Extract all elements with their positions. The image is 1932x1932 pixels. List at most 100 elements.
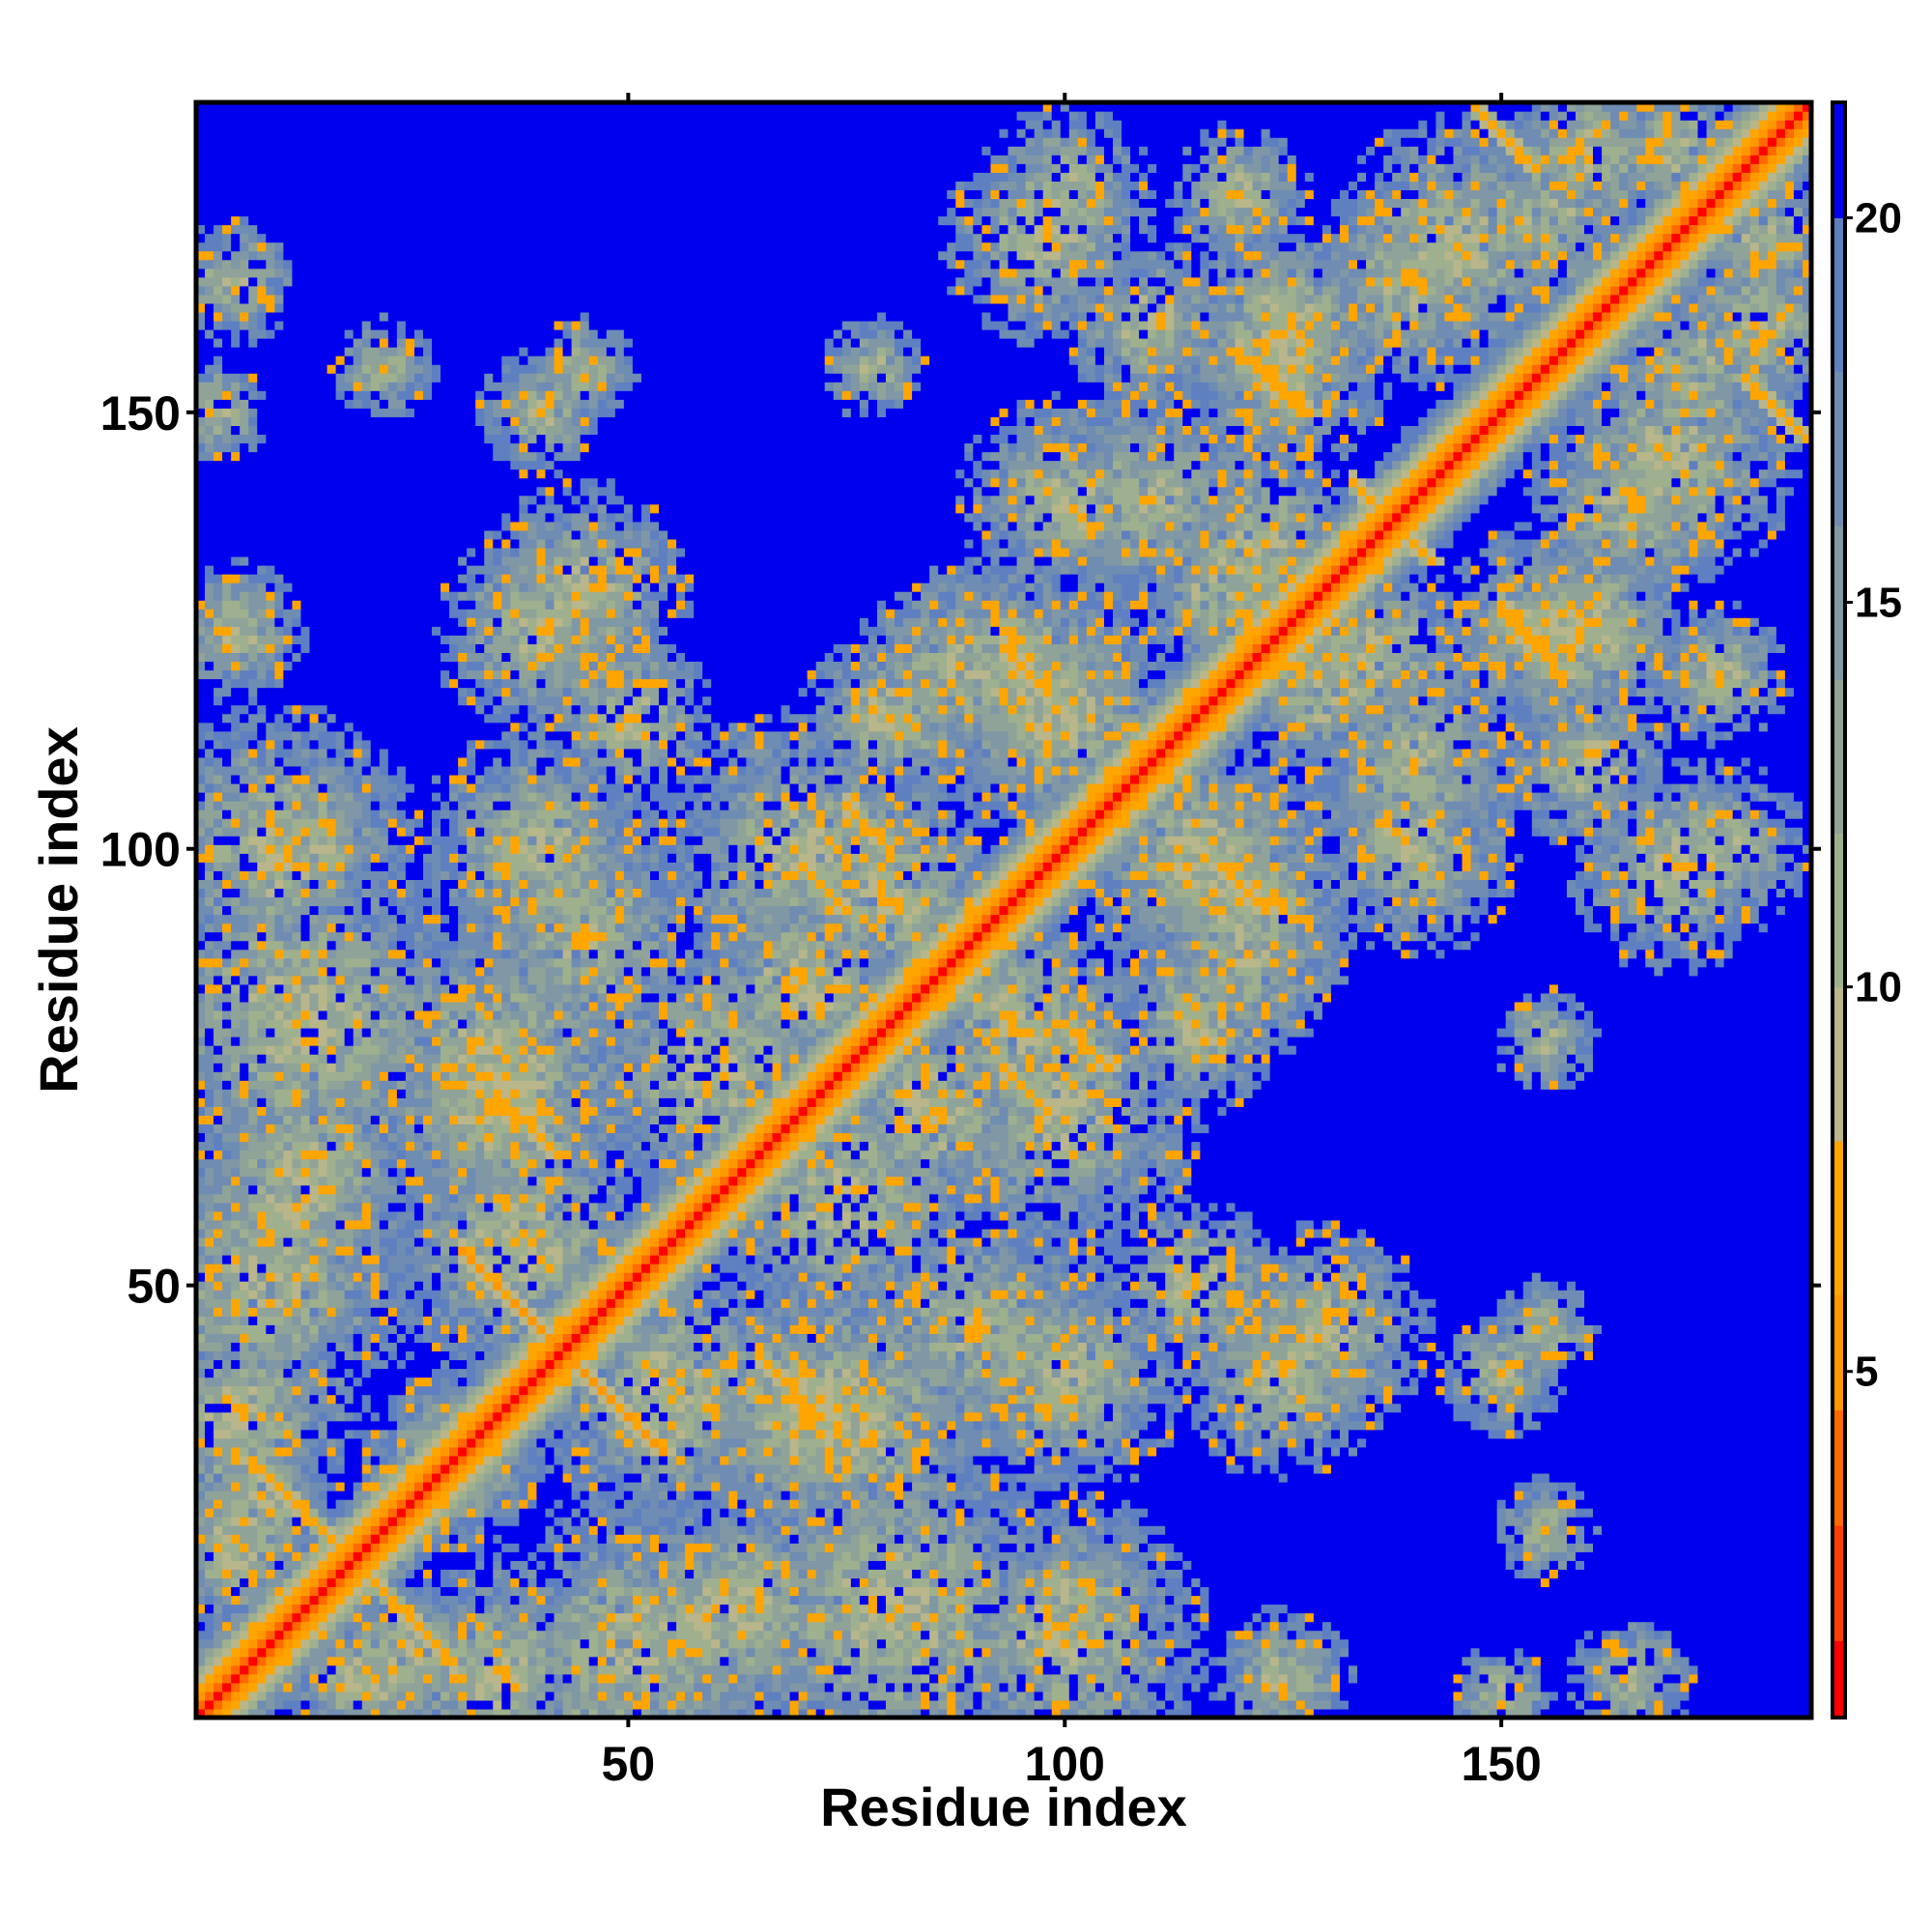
heatmap-cell xyxy=(929,1455,948,1465)
heatmap-cell xyxy=(728,1638,747,1649)
heatmap-cell xyxy=(536,1429,555,1439)
heatmap-cell xyxy=(1025,1333,1044,1343)
heatmap-cell xyxy=(649,1699,660,1710)
heatmap-cell xyxy=(903,1499,922,1509)
heatmap-cell xyxy=(1479,1316,1498,1325)
heatmap-cell xyxy=(1496,1342,1507,1352)
heatmap-cell xyxy=(458,1612,468,1623)
heatmap-cell xyxy=(1593,1350,1812,1361)
heatmap-cell xyxy=(519,1463,538,1474)
heatmap-cell xyxy=(1156,1342,1166,1352)
heatmap-cell xyxy=(335,1569,346,1578)
heatmap-cell xyxy=(1295,1437,1306,1448)
heatmap-cell xyxy=(274,1446,294,1457)
heatmap-cell xyxy=(1016,1708,1027,1719)
heatmap-cell xyxy=(344,1534,355,1544)
heatmap-cell xyxy=(501,1491,511,1500)
heatmap-cell xyxy=(422,1307,433,1317)
heatmap-cell xyxy=(300,1543,311,1552)
heatmap-cell xyxy=(318,1551,328,1561)
heatmap-cell xyxy=(413,1499,424,1509)
heatmap-cell xyxy=(912,1708,922,1719)
heatmap-cell xyxy=(815,1534,826,1544)
heatmap-cell xyxy=(266,1656,275,1666)
heatmap-cell xyxy=(1182,1377,1192,1387)
heatmap-cell xyxy=(1462,1342,1472,1352)
heatmap-cell xyxy=(396,1307,407,1317)
heatmap-cell xyxy=(1418,1324,1436,1334)
heatmap-cell xyxy=(1548,1577,1812,1588)
heatmap-cell xyxy=(519,1472,547,1483)
heatmap-cell xyxy=(973,1342,983,1352)
heatmap-cell xyxy=(309,1621,320,1632)
heatmap-cell xyxy=(335,1604,346,1614)
heatmap-cell xyxy=(554,1403,564,1413)
heatmap-cell xyxy=(588,1429,599,1439)
heatmap-cell xyxy=(640,1690,651,1701)
heatmap-cell xyxy=(694,1534,703,1544)
heatmap-cell xyxy=(1470,1385,1481,1396)
heatmap-cell xyxy=(318,1411,328,1422)
heatmap-cell xyxy=(1496,1656,1507,1666)
heatmap-cell xyxy=(763,1350,774,1361)
heatmap-cell xyxy=(955,1368,965,1378)
heatmap-cell xyxy=(841,1481,861,1492)
heatmap-cell xyxy=(1313,1359,1323,1370)
heatmap-cell xyxy=(449,1708,468,1719)
heatmap-cell xyxy=(1191,1612,1201,1623)
heatmap-cell xyxy=(659,1499,668,1509)
heatmap-cell xyxy=(947,1630,956,1640)
heatmap-cell xyxy=(344,1429,355,1439)
heatmap-cell xyxy=(1042,1577,1062,1588)
heatmap-cell xyxy=(1042,1437,1053,1448)
heatmap-cell xyxy=(728,1699,747,1710)
heatmap-cell xyxy=(1112,1595,1122,1605)
heatmap-cell xyxy=(1008,1499,1018,1509)
heatmap-cell xyxy=(309,1394,320,1405)
heatmap-cell xyxy=(318,1690,328,1701)
heatmap-cell xyxy=(876,1463,887,1474)
heatmap-cell xyxy=(1689,1664,1699,1675)
heatmap-cell xyxy=(361,1350,372,1361)
heatmap-cell xyxy=(685,1595,695,1605)
heatmap-cell xyxy=(921,1324,930,1334)
heatmap-cell xyxy=(493,1463,502,1474)
heatmap-cell xyxy=(545,1359,555,1370)
heatmap-cell xyxy=(720,1472,738,1483)
heatmap-cell xyxy=(981,1647,992,1658)
heatmap-cell xyxy=(1077,1551,1088,1561)
heatmap-cell xyxy=(763,1324,782,1334)
heatmap-cell xyxy=(222,1446,232,1457)
heatmap-cell xyxy=(640,1682,651,1692)
heatmap-cell xyxy=(292,1543,302,1552)
heatmap-cell xyxy=(867,1664,895,1675)
heatmap-cell xyxy=(1165,1420,1175,1431)
heatmap-cell xyxy=(205,1316,214,1325)
heatmap-cell xyxy=(449,1481,459,1492)
heatmap-cell xyxy=(1602,1682,1611,1692)
heatmap-cell xyxy=(737,1586,756,1597)
heatmap-cell xyxy=(1174,1316,1183,1325)
heatmap-cell xyxy=(1051,1673,1062,1684)
heatmap-cell xyxy=(841,1656,852,1666)
heatmap-cell xyxy=(668,1551,677,1561)
heatmap-cell xyxy=(467,1333,476,1343)
heatmap-cell xyxy=(789,1342,817,1352)
heatmap-cell xyxy=(387,1359,398,1370)
heatmap-cell xyxy=(387,1560,398,1570)
heatmap-cell xyxy=(597,1342,608,1352)
heatmap-cell xyxy=(1575,1551,1812,1561)
heatmap-cell xyxy=(458,1595,468,1605)
heatmap-cell xyxy=(361,1560,372,1570)
heatmap-cell xyxy=(1295,1612,1306,1623)
heatmap-cell xyxy=(903,1437,922,1448)
heatmap-cell xyxy=(248,1411,258,1422)
heatmap-cell xyxy=(955,1551,982,1561)
heatmap-cell xyxy=(833,1543,861,1552)
heatmap-cell xyxy=(929,1446,939,1457)
heatmap-cell xyxy=(1112,1638,1122,1649)
heatmap-cell xyxy=(519,1342,529,1352)
heatmap-cell xyxy=(640,1420,651,1431)
heatmap-cell xyxy=(1182,1316,1192,1325)
heatmap-cell xyxy=(1243,1324,1263,1334)
